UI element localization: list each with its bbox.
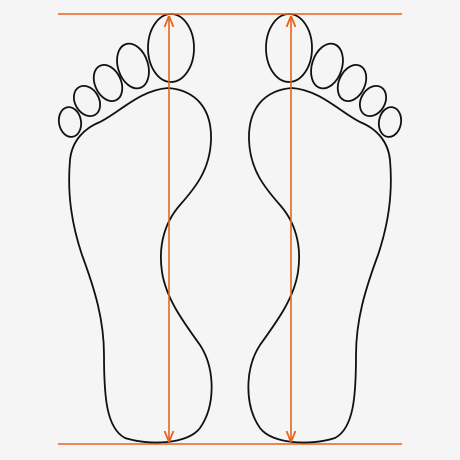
right-second-toe	[310, 42, 344, 90]
right-little-toe	[377, 106, 403, 138]
left-second-toe	[116, 42, 150, 90]
right-fourth-toe	[358, 85, 388, 117]
left-foot	[57, 13, 213, 444]
right-big-toe	[265, 13, 313, 83]
left-little-toe	[57, 106, 83, 138]
left-foot-sole-outline	[68, 87, 213, 444]
right-foot	[247, 13, 403, 444]
left-big-toe	[147, 13, 195, 83]
left-fourth-toe	[72, 85, 102, 117]
right-third-toe	[336, 64, 368, 102]
right-foot-sole-outline	[247, 87, 392, 444]
left-third-toe	[92, 64, 124, 102]
